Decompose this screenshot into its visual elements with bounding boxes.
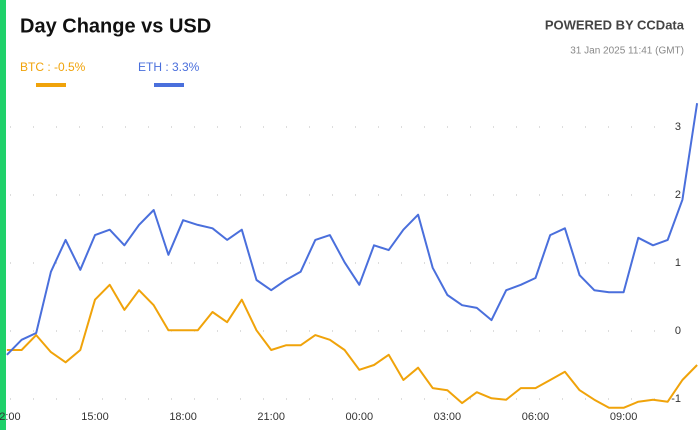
y-tick-label: 3 (675, 121, 681, 133)
x-tick-label: 00:00 (346, 411, 374, 423)
y-tick-label: 1 (675, 257, 681, 269)
accent-bar (0, 0, 6, 430)
series-line (6, 103, 699, 356)
x-tick-label: 06:00 (522, 411, 550, 423)
timestamp: 31 Jan 2025 11:41 (GMT) (570, 46, 684, 57)
x-tick-label: 15:00 (81, 411, 109, 423)
y-tick-label: -1 (671, 393, 681, 405)
x-tick-label: 09:00 (610, 411, 638, 423)
legend-label: ETH : 3.3% (138, 60, 200, 74)
brand: POWERED BY CCData (545, 17, 685, 32)
y-tick-label: 2 (675, 189, 681, 201)
chart-title: Day Change vs USD (20, 15, 211, 37)
y-tick-label: 0 (675, 325, 681, 337)
x-tick-label: 12:00 (0, 411, 21, 423)
x-tick-label: 18:00 (169, 411, 197, 423)
x-tick-label: 21:00 (257, 411, 285, 423)
x-tick-label: 03:00 (434, 411, 462, 423)
legend-label: BTC : -0.5% (20, 60, 86, 74)
series-line (6, 283, 698, 409)
